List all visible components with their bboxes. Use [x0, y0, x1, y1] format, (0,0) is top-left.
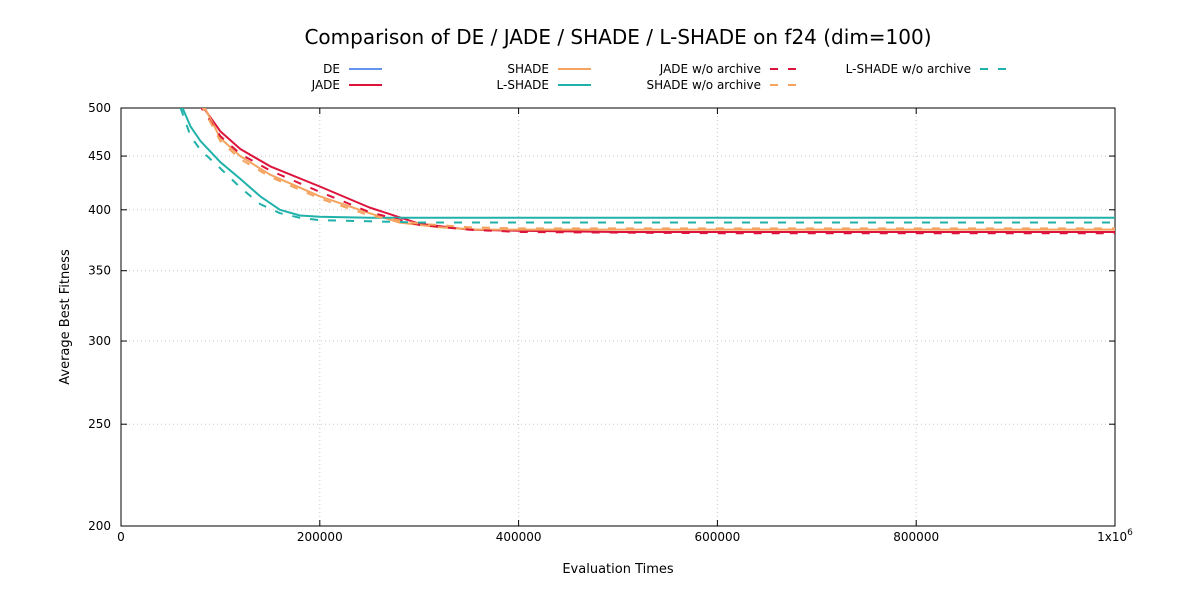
- legend-label: JADE: [311, 78, 340, 92]
- grid-layer: [121, 108, 1115, 526]
- legend-label: SHADE w/o archive: [646, 78, 761, 92]
- chart-title: Comparison of DE / JADE / SHADE / L-SHAD…: [304, 25, 931, 49]
- series-line: [200, 108, 1115, 235]
- legend-label: JADE w/o archive: [659, 62, 761, 76]
- series-line: [179, 108, 1115, 224]
- y-tick-label: 400: [88, 203, 111, 217]
- series-line: [202, 108, 1115, 233]
- plot-frame: [120, 107, 1116, 527]
- legend-label: L-SHADE w/o archive: [846, 62, 971, 76]
- x-tick-label: 600000: [694, 530, 740, 544]
- y-tick-label: 450: [88, 149, 111, 163]
- legend: DE JADE SHADE L-SHADE JADE w/o archive SHADE …: [311, 62, 1013, 92]
- y-tick-label: 500: [88, 101, 111, 115]
- series-line: [201, 108, 1115, 230]
- series-line: [181, 108, 1115, 219]
- x-tick-label-end-exponent: 6: [1127, 528, 1133, 538]
- legend-label: SHADE: [507, 62, 549, 76]
- legend-label: DE: [323, 62, 340, 76]
- x-tick-label-end: 1x106: [1097, 528, 1133, 544]
- series-layer: [179, 108, 1115, 235]
- x-axis-label: Evaluation Times: [562, 562, 674, 577]
- legend-label: L-SHADE: [497, 78, 549, 92]
- y-tick-label: 250: [88, 417, 111, 431]
- y-tick-label: 350: [88, 264, 111, 278]
- y-tick-label: 200: [88, 519, 111, 533]
- x-tick-label: 0: [117, 530, 125, 544]
- x-tick-label: 400000: [496, 530, 542, 544]
- tick-layer: 0 200000 400000 600000 800000 200 250 300 350 400…: [88, 101, 1116, 544]
- x-tick-label: 800000: [893, 530, 939, 544]
- y-tick-label: 300: [88, 334, 111, 348]
- series-line: [203, 108, 1115, 231]
- y-axis-label: Average Best Fitness: [58, 249, 73, 385]
- x-tick-label: 200000: [297, 530, 343, 544]
- x-tick-label-end-base: 1x10: [1097, 530, 1127, 544]
